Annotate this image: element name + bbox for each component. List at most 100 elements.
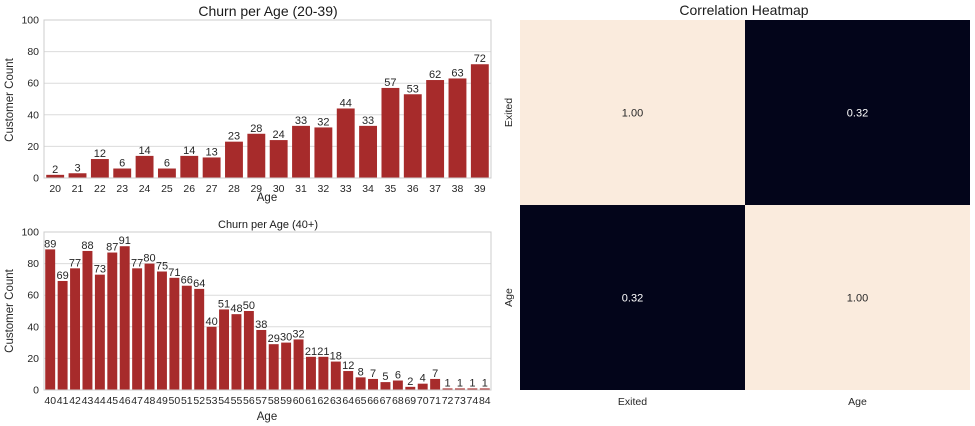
bar-value-label: 21 [305, 346, 317, 358]
x-tick-label: 68 [392, 395, 404, 407]
x-tick-label: 34 [362, 183, 374, 195]
bar-value-label: 3 [74, 162, 80, 174]
bar [225, 141, 243, 178]
x-tick-label: 46 [119, 395, 131, 407]
y-tick-label: 60 [27, 290, 39, 302]
x-tick-label: 59 [280, 395, 292, 407]
bar [90, 159, 109, 178]
bar [132, 268, 143, 390]
y-tick-label: 0 [33, 385, 39, 397]
bar-value-label: 89 [44, 238, 56, 250]
bar-value-label: 29 [268, 333, 280, 345]
bar [281, 342, 292, 390]
bar [392, 380, 403, 390]
bar [68, 173, 87, 178]
bar [448, 78, 467, 178]
bar-value-label: 7 [370, 368, 376, 380]
bar [119, 246, 130, 390]
bar-value-label: 5 [382, 371, 388, 383]
y-tick-label: 40 [27, 321, 39, 333]
y-tick-label: 80 [27, 46, 39, 58]
heatmap-cell [745, 20, 970, 205]
x-tick-label: 50 [169, 395, 181, 407]
x-tick-label: 40 [44, 395, 56, 407]
y-tick-label: 20 [27, 141, 39, 153]
bar [144, 263, 155, 390]
heatmap-cell [520, 205, 745, 390]
bar-value-label: 75 [156, 261, 168, 273]
bar-value-label: 12 [94, 148, 106, 160]
bar [45, 249, 56, 390]
bar [293, 339, 304, 390]
heatmap-x-tick-label: Age [848, 396, 867, 408]
bar-value-label: 80 [143, 253, 155, 265]
y-tick-label: 100 [21, 227, 39, 239]
bar [107, 252, 118, 390]
bar-value-label: 88 [81, 240, 93, 252]
bar [231, 314, 242, 390]
bar-value-label: 2 [52, 164, 58, 176]
bar-value-label: 64 [193, 278, 205, 290]
bar [479, 388, 490, 390]
x-tick-label: 61 [305, 395, 317, 407]
heatmap-cell-value: 0.32 [622, 293, 643, 305]
bar [305, 356, 316, 390]
bar [268, 344, 279, 390]
x-tick-label: 33 [340, 183, 352, 195]
bar [256, 329, 267, 390]
bar [417, 383, 428, 390]
bar-value-label: 69 [57, 270, 69, 282]
bar [219, 309, 230, 390]
bar-value-label: 28 [250, 123, 262, 135]
bar-value-label: 21 [317, 346, 329, 358]
x-tick-label: 41 [57, 395, 69, 407]
y-tick-label: 40 [27, 109, 39, 121]
bar [368, 378, 379, 390]
bar-value-label: 32 [292, 328, 304, 340]
chart2-ylabel: Customer Count [4, 268, 16, 353]
bar [135, 155, 154, 178]
x-tick-label: 72 [442, 395, 454, 407]
bar [94, 274, 105, 390]
bar [359, 125, 378, 178]
bar-value-label: 50 [243, 300, 255, 312]
y-tick-label: 100 [21, 15, 39, 27]
x-tick-label: 21 [72, 183, 84, 195]
bar [403, 94, 422, 178]
bar [343, 371, 354, 390]
heatmap-title: Correlation Heatmap [679, 2, 808, 18]
bar [318, 356, 329, 390]
bar-value-label: 91 [119, 235, 131, 247]
bar-value-label: 12 [342, 360, 354, 372]
bar-value-label: 33 [295, 115, 307, 127]
x-tick-label: 25 [161, 183, 173, 195]
x-tick-label: 45 [106, 395, 118, 407]
x-tick-label: 74 [467, 395, 479, 407]
chart1-ylabel: Customer Count [4, 57, 16, 142]
x-tick-label: 56 [243, 395, 255, 407]
x-tick-label: 38 [452, 183, 464, 195]
x-tick-label: 53 [206, 395, 218, 407]
bar-value-label: 66 [181, 275, 193, 287]
bar [292, 125, 310, 178]
x-tick-label: 54 [218, 395, 230, 407]
x-tick-label: 67 [380, 395, 392, 407]
bar [405, 386, 416, 390]
bar-value-label: 1 [457, 377, 463, 389]
x-tick-label: 49 [156, 395, 168, 407]
bar-value-label: 48 [230, 303, 242, 315]
bar-value-label: 77 [69, 257, 81, 269]
x-tick-label: 24 [139, 183, 151, 195]
x-tick-label: 65 [355, 395, 367, 407]
bar-value-label: 6 [395, 370, 401, 382]
bar [442, 388, 453, 390]
bar [180, 155, 199, 178]
bar-value-label: 4 [420, 373, 426, 385]
heatmap-y-tick-label: Age [503, 288, 515, 307]
bar [247, 133, 266, 178]
bar-value-label: 14 [138, 145, 150, 157]
x-tick-label: 48 [144, 395, 156, 407]
bar [243, 311, 254, 390]
